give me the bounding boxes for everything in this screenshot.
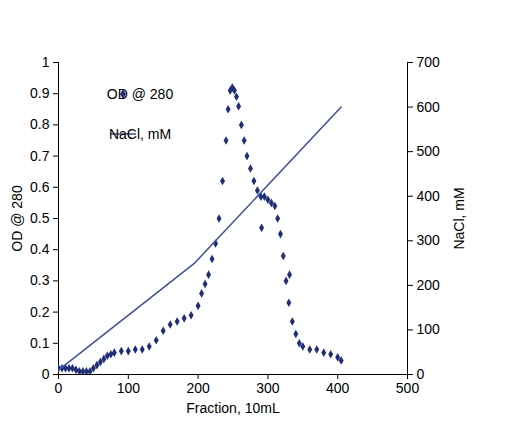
- svg-text:0.1: 0.1: [30, 335, 50, 351]
- svg-text:1: 1: [42, 54, 50, 70]
- svg-text:300: 300: [417, 232, 441, 248]
- svg-text:0.5: 0.5: [30, 210, 50, 226]
- svg-text:400: 400: [417, 188, 441, 204]
- svg-text:0.6: 0.6: [30, 179, 50, 195]
- svg-text:NaCl, mM: NaCl, mM: [451, 187, 467, 249]
- svg-text:500: 500: [396, 380, 420, 396]
- svg-text:0.8: 0.8: [30, 116, 50, 132]
- svg-text:100: 100: [117, 380, 141, 396]
- svg-text:Fraction, 10mL: Fraction, 10mL: [186, 400, 280, 416]
- svg-text:OD @ 280: OD @ 280: [107, 86, 174, 102]
- svg-text:200: 200: [186, 380, 210, 396]
- svg-text:300: 300: [256, 380, 280, 396]
- svg-text:0.9: 0.9: [30, 85, 50, 101]
- svg-text:600: 600: [417, 99, 441, 115]
- svg-text:OD @ 280: OD @ 280: [9, 185, 25, 252]
- svg-text:500: 500: [417, 143, 441, 159]
- svg-text:400: 400: [326, 380, 350, 396]
- svg-text:700: 700: [417, 54, 441, 70]
- svg-text:0.4: 0.4: [30, 241, 50, 257]
- svg-text:200: 200: [417, 277, 441, 293]
- svg-text:0: 0: [55, 380, 63, 396]
- svg-text:0: 0: [417, 366, 425, 382]
- svg-text:NaCl, mM: NaCl, mM: [109, 126, 171, 142]
- svg-text:0.7: 0.7: [30, 148, 50, 164]
- svg-text:0.2: 0.2: [30, 304, 50, 320]
- svg-text:0: 0: [42, 366, 50, 382]
- svg-text:100: 100: [417, 321, 441, 337]
- svg-text:0.3: 0.3: [30, 272, 50, 288]
